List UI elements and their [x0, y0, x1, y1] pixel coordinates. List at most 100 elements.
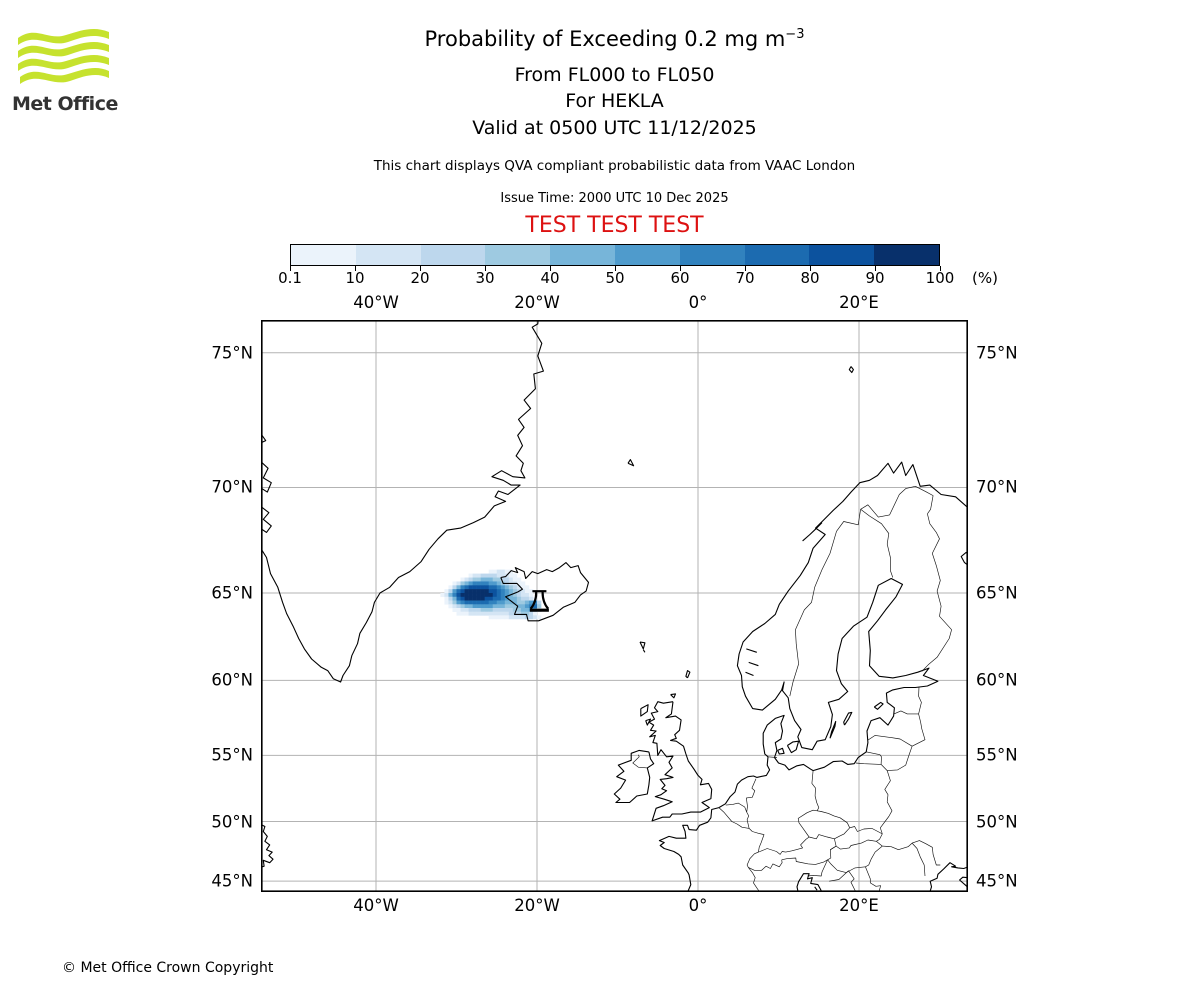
plume-cell [488, 611, 494, 616]
plume-cell [452, 592, 457, 598]
plume-cell [484, 589, 489, 594]
lat-label-left: 60°N [211, 670, 253, 690]
plume-cell [484, 600, 489, 605]
colorbar-tick-label: 100 [925, 269, 955, 287]
plume-cell [468, 604, 473, 609]
plume-cell [460, 592, 465, 598]
plume-cell [500, 600, 506, 605]
lat-label-right: 60°N [976, 670, 1018, 690]
met-office-logo: Met Office [12, 22, 122, 115]
plume-cell [464, 581, 469, 586]
country-border [827, 859, 866, 873]
lon-label-bottom: 40°W [353, 896, 399, 915]
plume-cell [512, 573, 518, 578]
plume-cell [496, 589, 502, 594]
plume-cell [476, 604, 481, 609]
lon-label-bottom: 20°W [514, 896, 560, 915]
plume-cell [504, 569, 510, 574]
coastline [746, 648, 757, 653]
plume-cell [460, 604, 465, 609]
plume-cell [500, 615, 506, 620]
plume-cell [464, 608, 469, 612]
lon-label-bottom: 20°E [839, 896, 879, 915]
plume-cell [472, 592, 477, 598]
map-layers [261, 320, 968, 892]
plume-cell [472, 608, 477, 612]
plume-cell [488, 592, 494, 598]
lon-label-top: 20°E [839, 293, 879, 312]
plume-cell [484, 608, 489, 612]
plume-cell [460, 589, 465, 594]
plume-cell [484, 604, 489, 609]
plume-cell [508, 589, 514, 594]
plume-cell [537, 604, 542, 609]
plume-cell [480, 581, 485, 586]
plume-cell [492, 589, 498, 594]
colorbar-segment-9 [809, 245, 875, 265]
plume-cell [492, 577, 498, 582]
plume-cell [480, 596, 485, 601]
test-banner: TEST TEST TEST [525, 213, 704, 238]
issue-time: Issue Time: 2000 UTC 10 Dec 2025 [500, 191, 729, 206]
colorbar-tick-label: 80 [800, 269, 820, 287]
page-title: Probability of Exceeding 0.2 mg m−3 [424, 27, 805, 51]
plume-cell [504, 615, 510, 620]
country-border [887, 746, 913, 771]
coastline [640, 704, 649, 717]
country-border [830, 839, 877, 850]
plume-cell [472, 604, 477, 609]
plume-cell [448, 600, 453, 605]
plume-cell [488, 585, 494, 590]
plume-cell [484, 581, 489, 586]
plume-cell [472, 600, 477, 605]
country-border [911, 713, 926, 747]
country-border [797, 809, 818, 838]
plume-cell [528, 592, 534, 598]
plume-cell [468, 592, 473, 598]
plume-cell [520, 596, 526, 601]
plume-cell [516, 592, 522, 598]
lon-label-bottom: 0° [688, 896, 708, 915]
plume-cell [520, 615, 526, 620]
plume-cell [500, 585, 506, 590]
country-border [829, 870, 857, 892]
plume-cell [456, 604, 461, 609]
plume-cell [488, 589, 494, 594]
coastline [639, 641, 646, 650]
plume-cell [444, 600, 449, 605]
colorbar-segment-2 [355, 245, 421, 265]
colorbar-tick-label: 40 [540, 269, 560, 287]
plume-cell [476, 600, 481, 605]
plume-cell [448, 604, 453, 609]
plume-cell [488, 604, 494, 609]
plume-cell [516, 577, 522, 582]
coastline [613, 749, 655, 804]
plume-cell [456, 600, 461, 605]
plume-cell [492, 569, 498, 574]
plume-cell [500, 604, 506, 609]
map-frame [261, 320, 969, 893]
colorbar-segment-5 [550, 245, 615, 265]
plume-cell [468, 577, 473, 582]
plume-cell [496, 615, 502, 620]
plume-cell [464, 596, 469, 601]
country-border [746, 778, 757, 799]
plume-cell [508, 615, 514, 620]
country-border [879, 801, 893, 835]
plume-cell [452, 600, 457, 605]
plume-cell [480, 573, 485, 578]
plume-cell [488, 573, 494, 578]
country-border [776, 836, 810, 855]
lat-label-right: 45°N [976, 871, 1018, 891]
coastline [648, 701, 713, 822]
plume-cell [472, 577, 477, 582]
plume-cell [524, 611, 530, 616]
plume-cell [496, 604, 502, 609]
plume-cell [512, 615, 518, 620]
plume-cell [500, 592, 506, 598]
country-border [876, 841, 883, 847]
country-border [817, 810, 850, 828]
plume-cell [516, 608, 522, 612]
plume-cell [508, 600, 514, 605]
colorbar-tick [290, 266, 291, 271]
